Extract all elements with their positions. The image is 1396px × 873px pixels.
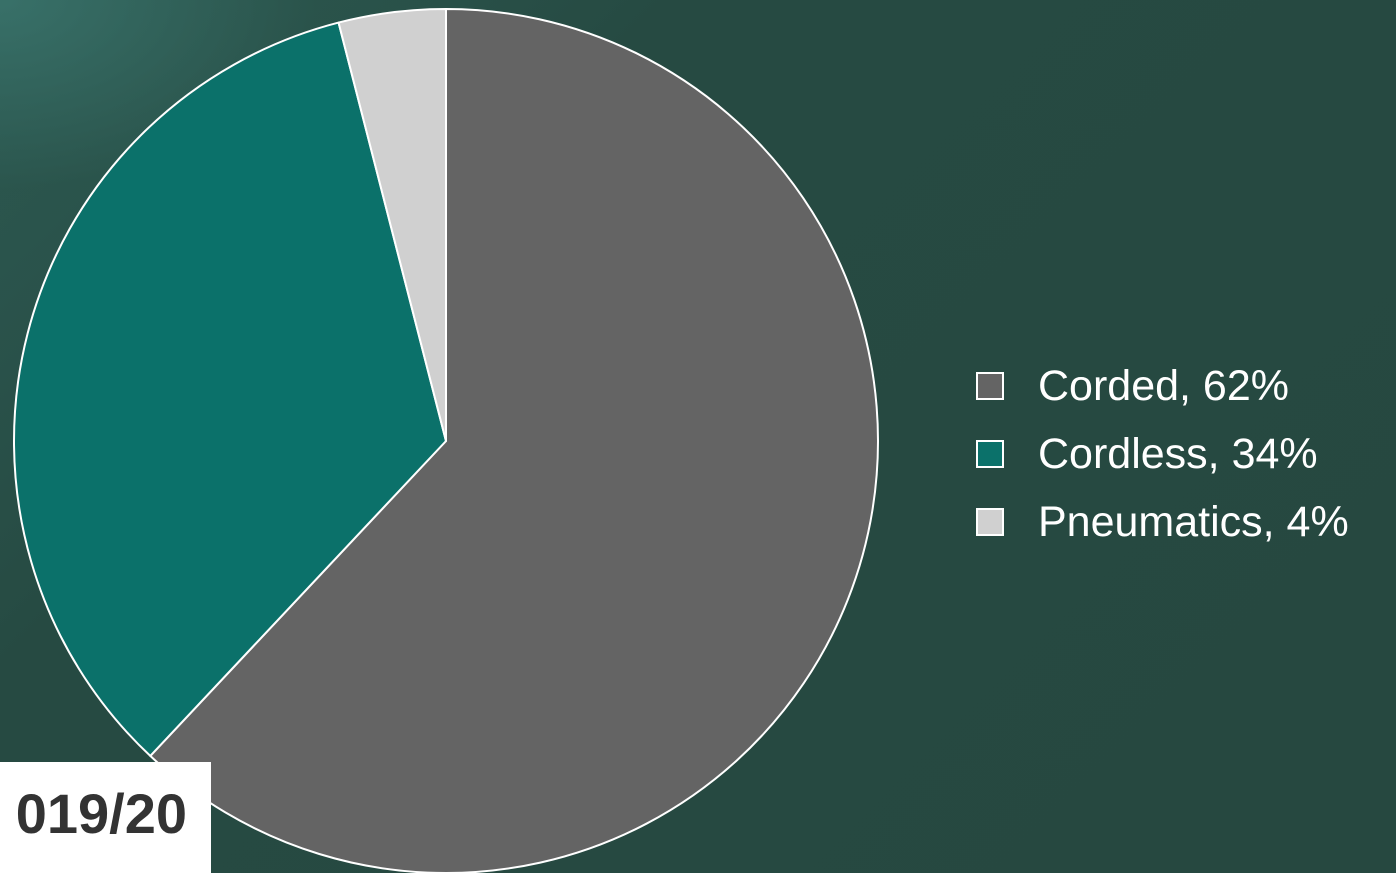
legend-item-pneumatics: Pneumatics, 4% [976, 488, 1349, 556]
chart-legend: Corded, 62% Cordless, 34% Pneumatics, 4% [976, 352, 1349, 556]
pie-slice-pneumatics [337, 8, 447, 442]
legend-label-pneumatics: Pneumatics, 4% [1038, 497, 1349, 546]
legend-swatch-cordless [976, 440, 1004, 468]
legend-item-corded: Corded, 62% [976, 352, 1349, 420]
legend-swatch-corded [976, 372, 1004, 400]
pie-slice-cordless [13, 21, 447, 757]
legend-item-cordless: Cordless, 34% [976, 420, 1349, 488]
legend-label-cordless: Cordless, 34% [1038, 429, 1318, 478]
legend-swatch-pneumatics [976, 508, 1004, 536]
year-label-box: 019/20 [0, 762, 211, 873]
legend-label-corded: Corded, 62% [1038, 361, 1289, 410]
year-label: 019/20 [15, 782, 187, 845]
pie-slice-corded [149, 8, 879, 873]
